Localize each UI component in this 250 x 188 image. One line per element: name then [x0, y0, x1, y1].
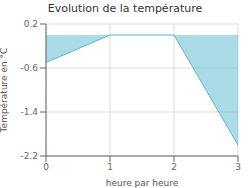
svg-text:heure par heure: heure par heure [106, 178, 179, 188]
html-text:Evolution de la température: Evolution de la température [47, 2, 203, 15]
svg-text:-1.4: -1.4 [20, 107, 38, 117]
svg-text:-0.6: -0.6 [20, 63, 38, 73]
svg-text:0: 0 [43, 162, 49, 172]
svg-text:-2.2: -2.2 [20, 151, 38, 161]
svg-text:2: 2 [171, 162, 177, 172]
svg-text:1: 1 [107, 162, 113, 172]
svg-text:3: 3 [235, 162, 241, 172]
svg-text:Température en °C: Température en °C [8, 48, 9, 134]
svg-text:0.2: 0.2 [24, 19, 38, 29]
